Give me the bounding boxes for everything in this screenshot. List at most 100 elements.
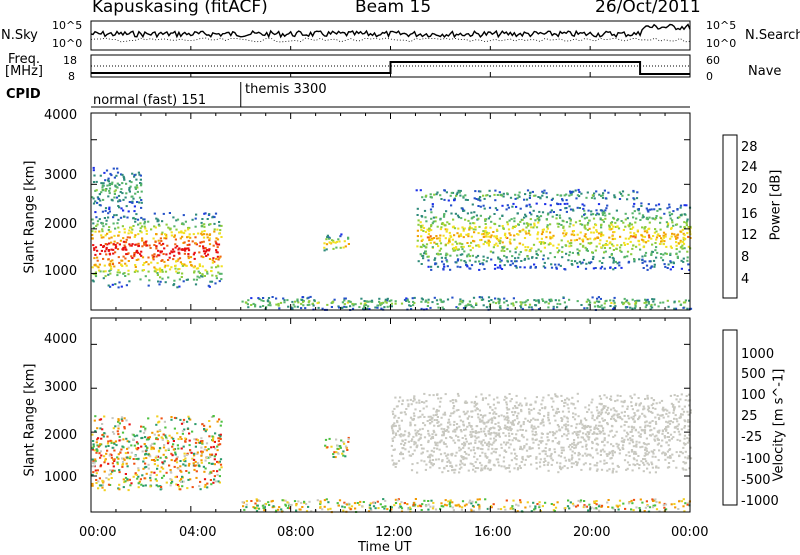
power-data-point: [448, 240, 450, 242]
power-data-point: [558, 299, 560, 301]
velocity-data-point: [567, 421, 569, 423]
power-data-point: [442, 268, 444, 270]
power-data-point: [97, 220, 99, 222]
power-data-point: [632, 244, 634, 246]
velocity-data-point: [150, 474, 152, 476]
power-data-point: [157, 281, 159, 283]
velocity-data-point: [532, 447, 534, 449]
velocity-data-point: [423, 408, 425, 410]
power-data-point: [102, 184, 104, 186]
power-data-point: [520, 208, 522, 210]
power-data-point: [93, 198, 95, 200]
velocity-data-point: [200, 459, 202, 461]
power-data-point: [574, 239, 576, 241]
power-data-point: [680, 207, 682, 209]
velocity-data-point: [608, 468, 610, 470]
power-data-point: [188, 249, 190, 251]
power-data-point: [100, 175, 102, 177]
velocity-data-point: [457, 436, 459, 438]
velocity-data-point: [335, 451, 337, 453]
power-data-point: [132, 217, 134, 219]
velocity-data-point: [425, 469, 427, 471]
velocity-data-point: [613, 407, 615, 409]
velocity-data-point: [560, 447, 562, 449]
velocity-data-point: [571, 457, 573, 459]
power-data-point: [460, 235, 462, 237]
power-data-point: [215, 258, 217, 260]
velocity-data-point: [688, 425, 690, 427]
velocity-data-point: [127, 452, 129, 454]
velocity-data-point: [336, 448, 338, 450]
power-data-point: [533, 244, 535, 246]
power-data-point: [631, 308, 633, 310]
power-data-point: [477, 205, 479, 207]
power-data-point: [430, 225, 432, 227]
velocity-data-point: [686, 395, 688, 397]
power-data-point: [605, 300, 607, 302]
velocity-data-point: [402, 400, 404, 402]
velocity-data-point: [470, 442, 472, 444]
power-data-point: [613, 194, 615, 196]
power-data-point: [598, 203, 600, 205]
power-data-point: [163, 213, 165, 215]
velocity-data-point: [482, 417, 484, 419]
velocity-data-point: [489, 460, 491, 462]
power-data-point: [387, 298, 389, 300]
power-data-point: [550, 204, 552, 206]
power-data-point: [544, 267, 546, 269]
velocity-data-point: [170, 416, 172, 418]
power-data-point: [106, 247, 108, 249]
velocity-data-point: [552, 440, 554, 442]
velocity-data-point: [480, 431, 482, 433]
velocity-data-point: [121, 416, 123, 418]
velocity-data-point: [683, 411, 685, 413]
power-data-point: [111, 199, 113, 201]
velocity-data-point: [497, 461, 499, 463]
power-data-point: [118, 235, 120, 237]
velocity-data-point: [136, 448, 138, 450]
velocity-data-point: [443, 428, 445, 430]
velocity-data-point: [197, 452, 199, 454]
power-data-point: [267, 300, 269, 302]
power-data-point: [556, 247, 558, 249]
power-data-point: [585, 263, 587, 265]
velocity-data-point: [595, 507, 597, 509]
power-data-point: [651, 298, 653, 300]
power-data-point: [203, 250, 205, 252]
velocity-data-point: [161, 461, 163, 463]
power-data-point: [599, 239, 601, 241]
power-data-point: [552, 245, 554, 247]
velocity-data-point: [100, 418, 102, 420]
power-data-point: [430, 193, 432, 195]
power-data-point: [626, 300, 628, 302]
power-data-point: [575, 221, 577, 223]
velocity-data-point: [209, 454, 211, 456]
velocity-data-point: [143, 432, 145, 434]
power-data-point: [510, 260, 512, 262]
power-data-point: [687, 256, 689, 258]
power-data-point: [421, 263, 423, 265]
power-data-point: [492, 252, 494, 254]
velocity-data-point: [453, 405, 455, 407]
power-data-point: [421, 298, 423, 300]
power-data-point: [215, 213, 217, 215]
velocity-data-point: [635, 506, 637, 508]
power-data-point: [550, 211, 552, 213]
power-data-point: [671, 221, 673, 223]
power-data-point: [171, 235, 173, 237]
power-data-point: [118, 195, 120, 197]
velocity-data-point: [221, 466, 223, 468]
velocity-data-point: [619, 416, 621, 418]
power-data-point: [110, 266, 112, 268]
power-data-point: [564, 207, 566, 209]
velocity-data-point: [212, 440, 214, 442]
power-data-point: [103, 271, 105, 273]
power-data-point: [577, 194, 579, 196]
velocity-data-point: [386, 508, 388, 510]
velocity-data-point: [491, 409, 493, 411]
velocity-data-point: [652, 407, 654, 409]
power-data-point: [550, 263, 552, 265]
power-data-point: [412, 301, 414, 303]
velocity-data-point: [629, 395, 631, 397]
power-data-point: [465, 199, 467, 201]
